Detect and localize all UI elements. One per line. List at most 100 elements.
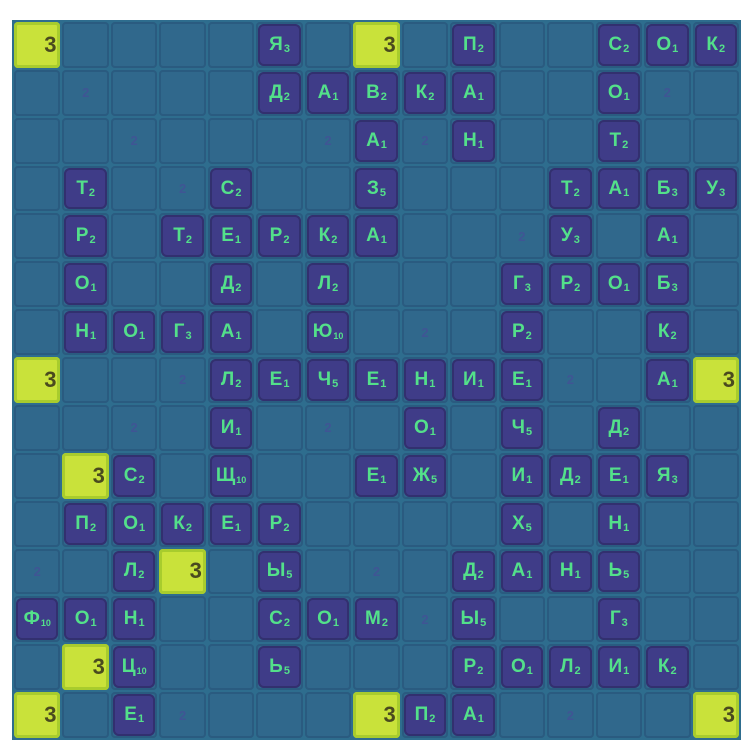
board-cell[interactable]: 2 (401, 309, 449, 356)
board-cell[interactable] (450, 165, 497, 212)
board-cell[interactable] (14, 500, 61, 547)
board-cell[interactable] (450, 452, 497, 499)
board-cell[interactable] (401, 644, 449, 691)
board-cell[interactable]: 2 (644, 69, 691, 116)
board-cell[interactable] (450, 261, 497, 308)
board-cell[interactable] (159, 22, 206, 68)
board-cell[interactable] (692, 500, 739, 547)
board-cell[interactable] (692, 452, 739, 499)
board-cell[interactable] (14, 644, 61, 691)
board-cell[interactable] (401, 213, 449, 260)
letter-tile[interactable]: Ю 10 (306, 311, 350, 354)
board-cell[interactable] (256, 692, 303, 738)
board-cell[interactable]: 2 (498, 213, 546, 260)
board-cell[interactable] (547, 404, 594, 451)
board-cell[interactable]: 3 (159, 548, 206, 595)
board-cell[interactable] (692, 117, 739, 164)
board-cell[interactable]: 2 (547, 692, 594, 738)
board-cell[interactable] (450, 404, 497, 451)
letter-tile[interactable]: Щ 10 (209, 454, 253, 497)
board-cell[interactable]: 3 (692, 692, 739, 738)
board-cell[interactable] (14, 213, 61, 260)
board-cell[interactable] (498, 22, 546, 68)
board-cell[interactable] (159, 644, 206, 691)
board-cell[interactable] (62, 404, 109, 451)
board-cell[interactable] (14, 165, 61, 212)
board-cell[interactable] (256, 452, 303, 499)
board-cell[interactable] (159, 69, 206, 116)
board-cell[interactable] (498, 692, 546, 738)
board-cell[interactable] (110, 22, 158, 68)
board-cell[interactable]: 3 (353, 692, 400, 738)
board-cell[interactable] (595, 692, 643, 738)
board-cell[interactable]: 2 (159, 692, 206, 738)
board-cell[interactable] (14, 404, 61, 451)
board-cell[interactable] (353, 309, 400, 356)
board-cell[interactable]: 2 (401, 117, 449, 164)
board-cell[interactable]: 2 (547, 357, 594, 403)
board-cell[interactable] (692, 548, 739, 595)
board-cell[interactable] (304, 165, 352, 212)
board-cell[interactable] (304, 692, 352, 738)
board-cell[interactable] (692, 596, 739, 643)
board-cell[interactable] (547, 596, 594, 643)
